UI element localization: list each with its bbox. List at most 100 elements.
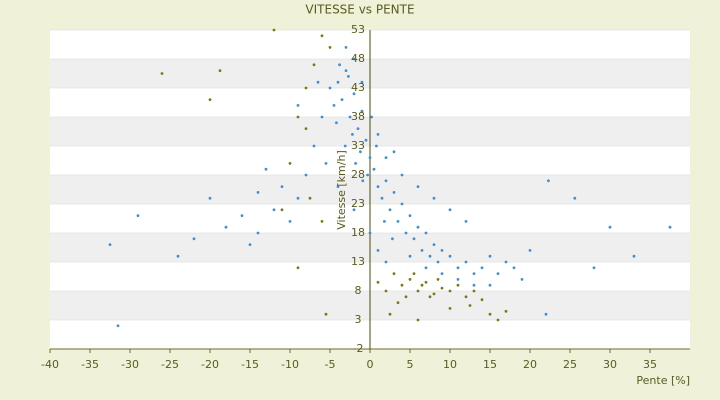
scatter-point (388, 312, 392, 316)
x-tick-label: -40 (41, 358, 59, 371)
scatter-point (412, 272, 416, 275)
scatter-point (424, 280, 428, 284)
scatter-point (316, 80, 320, 84)
scatter-point (404, 295, 408, 299)
scatter-point (375, 144, 378, 148)
scatter-point (480, 298, 484, 302)
scatter-point (383, 220, 386, 223)
scatter-point (456, 278, 460, 281)
y-tick-label: 8 (355, 284, 362, 297)
scatter-point (404, 231, 408, 235)
scatter-point (336, 185, 340, 189)
scatter-point (248, 243, 252, 247)
scatter-point (351, 133, 354, 136)
scatter-point (416, 225, 420, 229)
x-tick-label: 30 (603, 358, 617, 371)
scatter-point (668, 225, 672, 229)
scatter-point (472, 289, 476, 293)
scatter-point (592, 266, 596, 270)
scatter-point (388, 208, 392, 212)
y-tick-label: 38 (351, 110, 365, 123)
x-axis-label: Pente [%] (636, 374, 690, 387)
scatter-point (368, 156, 372, 160)
x-tick-label: -5 (325, 358, 336, 371)
scatter-point (432, 243, 436, 247)
scatter-point (280, 208, 284, 212)
scatter-point (240, 214, 244, 218)
scatter-point (400, 173, 404, 177)
scatter-point (384, 156, 388, 160)
scatter-point (384, 289, 388, 293)
y-tick-label: 28 (351, 168, 365, 181)
scatter-point (359, 150, 362, 154)
scatter-point (468, 304, 472, 307)
scatter-point (432, 196, 436, 200)
scatter-point (384, 179, 388, 183)
scatter-point (472, 272, 476, 275)
y-tick-label: 3 (355, 313, 362, 326)
scatter-point (547, 179, 550, 183)
scatter-point (544, 312, 548, 316)
x-tick-label: 15 (483, 358, 497, 371)
scatter-point (440, 249, 444, 252)
scatter-point (608, 225, 612, 229)
scatter-point (528, 249, 532, 252)
scatter-point (328, 46, 332, 49)
scatter-point (392, 191, 396, 194)
y-tick-label: 23 (351, 197, 365, 210)
x-tick-label: -15 (241, 358, 259, 371)
scatter-point (304, 173, 308, 177)
scatter-point (304, 127, 308, 130)
scatter-point (424, 266, 428, 270)
scatter-point (472, 283, 476, 287)
scatter-point (320, 220, 324, 223)
scatter-point (264, 167, 268, 171)
x-tick-label: 0 (367, 358, 374, 371)
scatter-point (376, 185, 380, 189)
y-tick-label: 48 (351, 52, 365, 65)
scatter-point (347, 75, 350, 78)
y-tick-label: 43 (351, 81, 365, 94)
scatter-point (440, 272, 444, 275)
scatter-point (360, 80, 364, 84)
scatter-point (340, 98, 344, 101)
scatter-point (408, 214, 412, 218)
x-tick-label: -10 (281, 358, 299, 371)
scatter-point (396, 220, 400, 223)
scatter-point (208, 98, 212, 101)
scatter-point (224, 225, 228, 229)
scatter-point (332, 104, 336, 107)
scatter-point (504, 260, 508, 264)
scatter-point (218, 69, 222, 72)
scatter-point (376, 133, 380, 136)
scatter-point (256, 231, 260, 235)
scatter-point (496, 272, 500, 275)
scatter-point (392, 272, 396, 275)
scatter-point (396, 301, 400, 304)
scatter-point (354, 162, 357, 165)
y-axis-label: Vitesse [km/h] (335, 150, 348, 230)
scatter-point (428, 295, 432, 299)
scatter-point (343, 144, 347, 148)
scatter-point (436, 260, 440, 264)
scatter-point (364, 138, 368, 142)
scatter-point (632, 254, 636, 258)
scatter-point (412, 237, 416, 241)
scatter-point (448, 254, 452, 258)
scatter-point (336, 80, 340, 84)
points (108, 28, 672, 328)
scatter-point (176, 254, 180, 258)
y-tick-label: 53 (351, 23, 365, 36)
scatter-point (448, 208, 452, 212)
scatter-point (360, 109, 364, 113)
scatter-point (456, 266, 460, 270)
scatter-point (272, 208, 276, 212)
x-tick-label: -20 (201, 358, 219, 371)
x-tick-label: 25 (563, 358, 577, 371)
y-tick-label: -2 (353, 342, 364, 355)
scatter-point (352, 208, 356, 212)
chart-title: VITESSE vs PENTE (305, 3, 414, 17)
scatter-point (448, 307, 452, 310)
scatter-point (352, 92, 356, 96)
